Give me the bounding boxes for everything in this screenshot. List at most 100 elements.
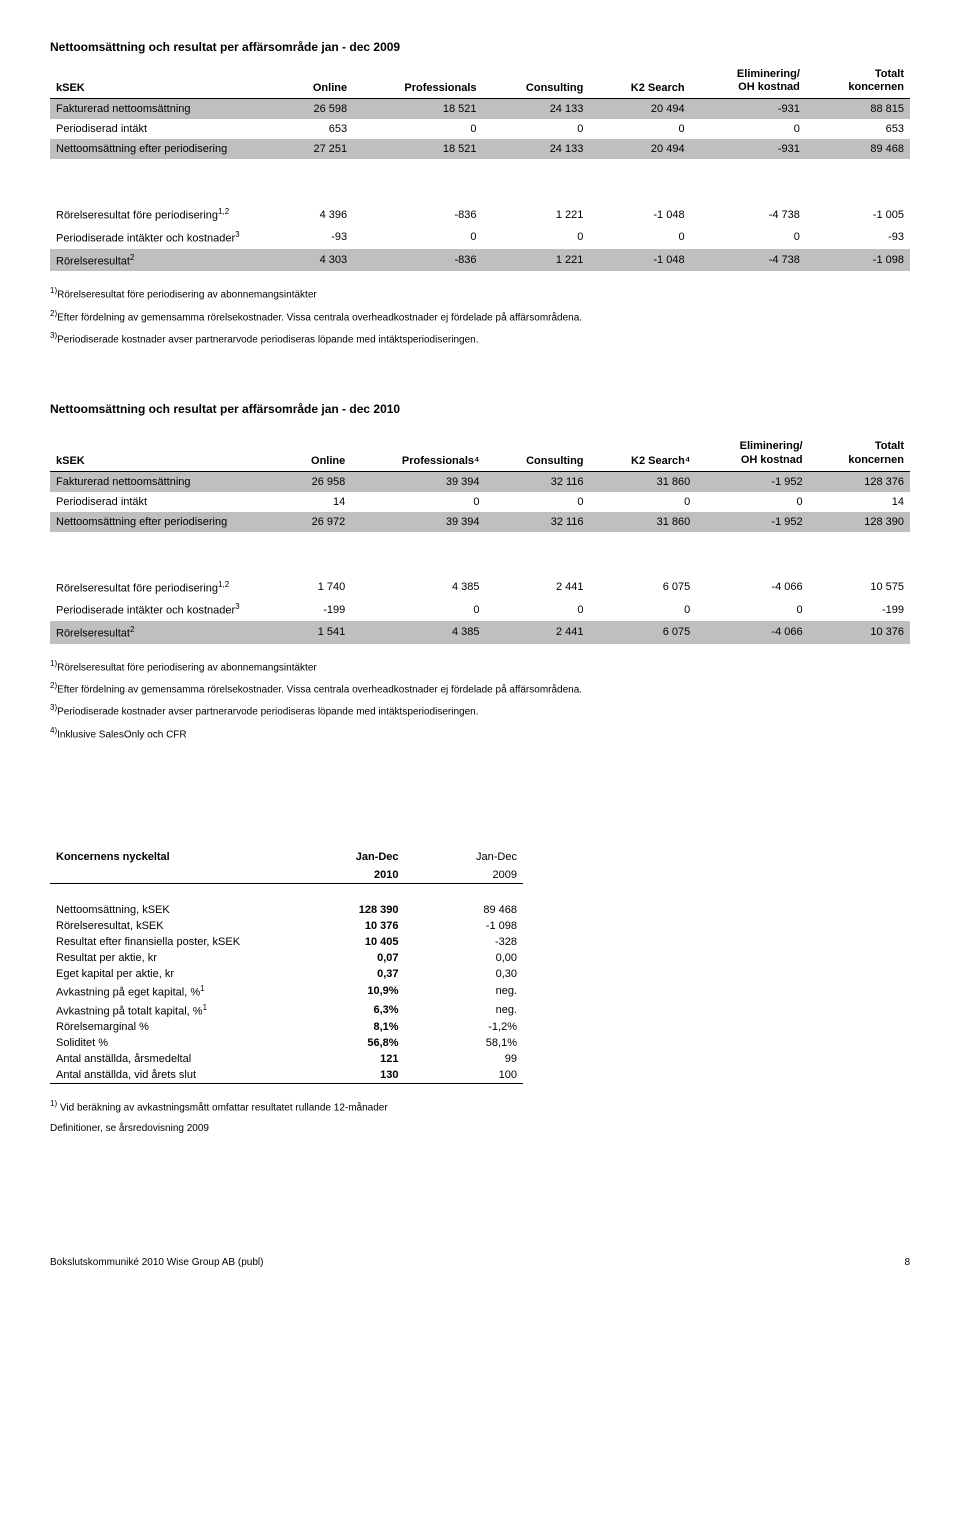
- cell: 653: [282, 119, 353, 139]
- cell: 31 860: [590, 512, 697, 532]
- col-header: Consulting: [483, 64, 590, 99]
- table-row: Periodiserade intäkter och kostnader3 -19…: [50, 598, 910, 621]
- cell: 2 441: [486, 621, 590, 644]
- cell: 1 740: [282, 576, 351, 599]
- cell: 0: [353, 226, 482, 249]
- cell: 0: [589, 226, 690, 249]
- kf-row: Avkastning på eget kapital, %110,9%neg.: [50, 982, 523, 1001]
- cell: -1 952: [696, 512, 808, 532]
- col-header: K2 Search: [589, 64, 690, 99]
- footer-page: 8: [904, 1257, 910, 1268]
- kf-row: Rörelsemarginal %8,1%-1,2%: [50, 1019, 523, 1035]
- cell: -4 738: [691, 249, 806, 272]
- cell: 89 468: [806, 139, 910, 159]
- kf-val-2009: -328: [405, 934, 523, 950]
- table-row: Periodiserad intäkt6530000653: [50, 119, 910, 139]
- cell: 1 221: [483, 249, 590, 272]
- cell: -836: [353, 203, 482, 226]
- kf-val-2010: 10,9%: [282, 982, 405, 1001]
- table-row: Periodiserade intäkter och kostnader3-93…: [50, 226, 910, 249]
- row-label: Periodiserad intäkt: [50, 492, 282, 512]
- cell: 24 133: [483, 139, 590, 159]
- cell: -836: [353, 249, 482, 272]
- kf-val-2009: 58,1%: [405, 1035, 523, 1051]
- cell: 0: [483, 226, 590, 249]
- cell: 1 541: [282, 621, 351, 644]
- cell: 26 958: [282, 471, 351, 492]
- kf-title: Koncernens nyckeltal: [50, 847, 282, 867]
- cell: 0: [691, 119, 806, 139]
- cell: 0: [351, 598, 485, 621]
- cell: 0: [351, 492, 485, 512]
- row-label: Fakturerad nettoomsättning: [50, 471, 282, 492]
- cell: -4 066: [696, 576, 808, 599]
- cell: -4 066: [696, 621, 808, 644]
- cell: 26 972: [282, 512, 351, 532]
- cell: 4 385: [351, 576, 485, 599]
- cell: 18 521: [353, 139, 482, 159]
- cell: -199: [809, 598, 910, 621]
- col-header: Online: [282, 64, 353, 99]
- col-header: Totaltkoncernen: [809, 436, 910, 471]
- col-header: Totaltkoncernen: [806, 64, 910, 99]
- table-2010: kSEKOnlineProfessionals⁴ConsultingK2 Sea…: [50, 436, 910, 643]
- cell: -1 952: [696, 471, 808, 492]
- cell: -4 738: [691, 203, 806, 226]
- kf-val-2010: 0,07: [282, 950, 405, 966]
- kf-label: Soliditet %: [50, 1035, 282, 1051]
- cell: 26 598: [282, 99, 353, 120]
- kf-val-2009: -1 098: [405, 918, 523, 934]
- cell: 0: [696, 492, 808, 512]
- footnote: 1)Rörelseresultat före periodisering av …: [50, 658, 910, 676]
- cell: 0: [486, 492, 590, 512]
- row-label: Rörelseresultat2: [50, 621, 282, 644]
- kf-label: Rörelseresultat, kSEK: [50, 918, 282, 934]
- kf-row: Rörelseresultat, kSEK10 376-1 098: [50, 918, 523, 934]
- cell: 128 376: [809, 471, 910, 492]
- cell: 128 390: [809, 512, 910, 532]
- kf-year-2: 2009: [405, 867, 523, 884]
- table-row: Rörelseresultat24 303-8361 221-1 048-4 7…: [50, 249, 910, 272]
- cell: -93: [806, 226, 910, 249]
- kf-label: Nettoomsättning, kSEK: [50, 902, 282, 918]
- cell: -1 048: [589, 203, 690, 226]
- row-label: Periodiserade intäkter och kostnader3: [50, 598, 282, 621]
- footnote: 1)Rörelseresultat före periodisering av …: [50, 285, 910, 303]
- col-header: Online: [282, 436, 351, 471]
- col-header: Professionals⁴: [351, 436, 485, 471]
- cell: 32 116: [486, 471, 590, 492]
- cell: 0: [696, 598, 808, 621]
- kf-val-2009: 0,30: [405, 966, 523, 982]
- col-header: Eliminering/OH kostnad: [691, 64, 806, 99]
- cell: -1 098: [806, 249, 910, 272]
- table-2010-title: Nettoomsättning och resultat per affärso…: [50, 402, 910, 416]
- row-label: Periodiserad intäkt: [50, 119, 282, 139]
- footnote: 3)Periodiserade kostnader avser partnera…: [50, 702, 910, 720]
- cell: 31 860: [590, 471, 697, 492]
- col-header: kSEK: [50, 436, 282, 471]
- table-row: Rörelseresultat före periodisering1,24 3…: [50, 203, 910, 226]
- footnote: 3)Periodiserade kostnader avser partnera…: [50, 330, 910, 348]
- footer-left: Bokslutskommuniké 2010 Wise Group AB (pu…: [50, 1257, 263, 1268]
- cell: 24 133: [483, 99, 590, 120]
- table-row: Rörelseresultat före periodisering1,21 7…: [50, 576, 910, 599]
- kf-val-2010: 10 376: [282, 918, 405, 934]
- kf-label: Resultat per aktie, kr: [50, 950, 282, 966]
- kf-row: Nettoomsättning, kSEK128 39089 468: [50, 902, 523, 918]
- kf-year-1: 2010: [282, 867, 405, 884]
- cell: 1 221: [483, 203, 590, 226]
- kf-label: Antal anställda, vid årets slut: [50, 1067, 282, 1084]
- table-row: Fakturerad nettoomsättning26 95839 39432…: [50, 471, 910, 492]
- kf-val-2009: 99: [405, 1051, 523, 1067]
- kf-label: Avkastning på eget kapital, %1: [50, 982, 282, 1001]
- kf-row: Eget kapital per aktie, kr0,370,30: [50, 966, 523, 982]
- kf-val-2010: 128 390: [282, 902, 405, 918]
- cell: -931: [691, 99, 806, 120]
- kf-val-2010: 6,3%: [282, 1001, 405, 1020]
- kf-label: Resultat efter finansiella poster, kSEK: [50, 934, 282, 950]
- footnote: Definitioner, se årsredovisning 2009: [50, 1121, 910, 1137]
- cell: 4 396: [282, 203, 353, 226]
- kf-label: Antal anställda, årsmedeltal: [50, 1051, 282, 1067]
- cell: 10 376: [809, 621, 910, 644]
- kf-val-2010: 10 405: [282, 934, 405, 950]
